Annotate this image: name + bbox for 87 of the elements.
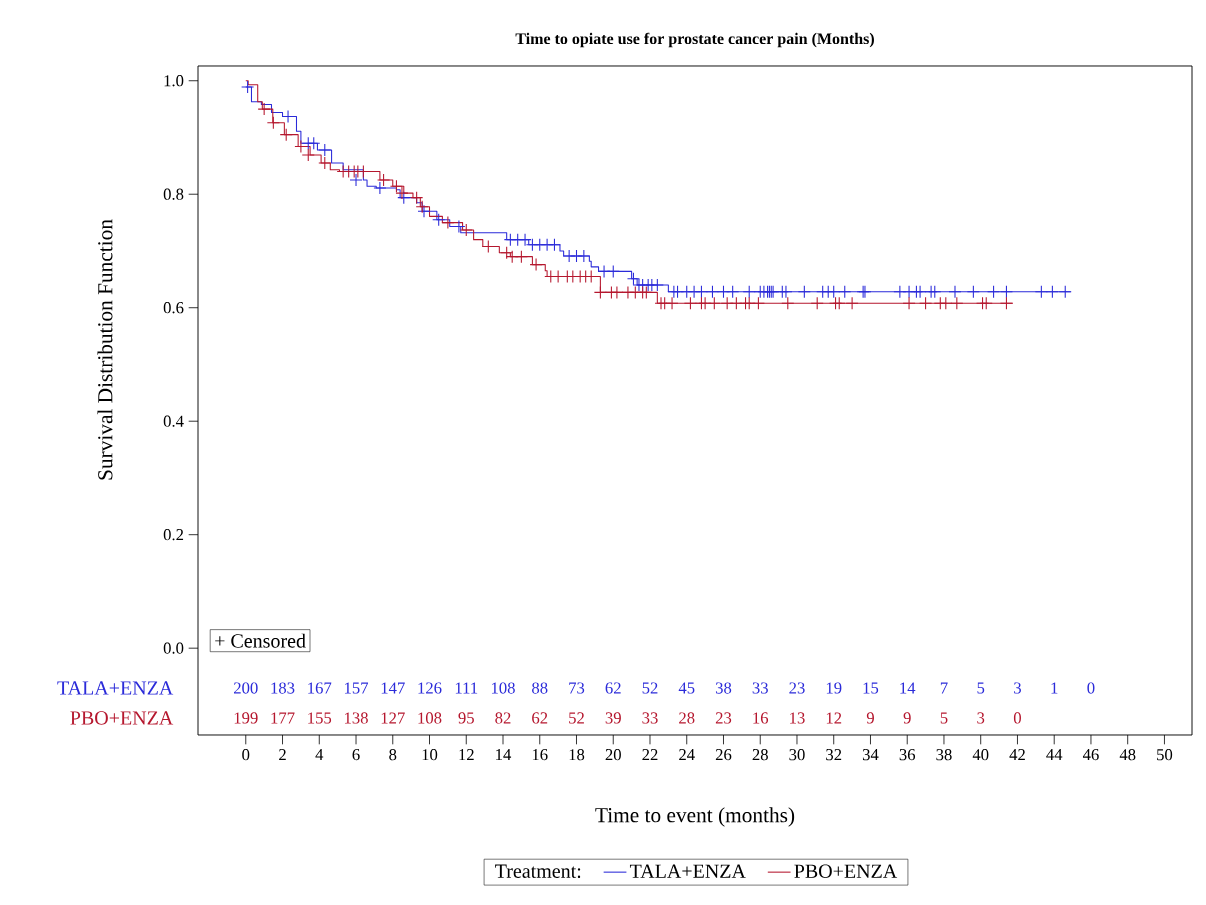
x-tick-label: 12 [459,749,474,761]
x-tick-label: 6 [352,749,360,761]
x-tick-label: 42 [1009,749,1025,761]
x-tick-label: 36 [899,749,916,761]
x-tick-label: 20 [605,749,621,761]
x-tick-label: 2 [279,749,286,761]
x-tick-label: 10 [422,749,438,761]
x-tick-label: 50 [1157,749,1173,761]
legend-label: PBO+ENZA [794,864,898,878]
annotation: 7 [940,682,948,694]
annotation: 199 [234,712,258,724]
annotation: 62 [532,712,548,724]
annotation: 111 [455,682,478,694]
annotation: + Censored [215,633,306,648]
x-tick-label: 34 [862,749,879,761]
annotation: 155 [308,712,332,724]
annotation: 108 [491,682,515,694]
chart-title: Time to opiate use for prostate cancer pain (Months) [515,32,874,48]
y-tick-label: 0.8 [163,188,184,200]
x-tick-label: 14 [496,749,512,761]
x-tick-label: 32 [826,749,842,761]
x-tick-label: 44 [1046,749,1063,761]
annotation: 138 [344,712,368,724]
x-tick-label: 18 [569,749,585,761]
annotation: 19 [826,682,842,694]
x-tick-label: 16 [532,749,548,761]
annotation: 23 [715,712,732,724]
annotation: 13 [790,712,805,724]
annotation: 33 [642,712,658,724]
annotation: 12 [826,712,842,724]
annotation: 82 [495,712,511,724]
annotation: 167 [308,682,332,694]
annotation: 183 [271,682,295,694]
annotation: 15 [863,682,879,694]
annotation: 9 [903,712,911,724]
annotation: 157 [344,682,369,694]
x-tick-label: 28 [752,749,768,761]
text: TALA+ENZA [57,681,174,695]
annotation: 16 [753,712,769,724]
annotation: 1 [1051,682,1058,694]
annotation: 3 [1014,682,1021,694]
y-tick-label: 0.0 [163,642,184,654]
legend-title: Treatment: [495,864,581,878]
x-tick-label: 22 [642,749,658,761]
annotation: 5 [977,682,985,694]
annotation: 88 [532,682,548,694]
annotation: 177 [271,712,295,724]
annotation: 14 [900,682,916,694]
annotation: 28 [679,712,695,724]
y-tick-label: 0.6 [163,302,184,314]
legend-label: TALA+ENZA [629,864,746,878]
annotation: 127 [381,712,405,724]
annotation: 73 [569,682,585,694]
x-tick-label: 8 [389,749,397,761]
annotation: 39 [605,712,621,724]
annotation: 108 [418,712,442,724]
x-tick-label: 48 [1119,749,1136,761]
x-tick-label: 4 [315,749,324,761]
annotation: 200 [234,682,258,694]
annotation: 62 [605,682,621,694]
annotation: 38 [715,682,732,694]
x-tick-label: 24 [679,749,695,761]
annotation: 95 [458,712,474,724]
annotation: 0 [1087,682,1095,694]
x-tick-label: 26 [715,749,732,761]
annotation: 147 [381,682,405,694]
annotation: 52 [642,682,658,694]
y-tick-label: 0.2 [163,529,184,541]
text: PBO+ENZA [70,711,174,725]
x-tick-label: 40 [972,749,989,761]
x-tick-label: 30 [789,749,805,761]
annotation: 23 [789,682,805,694]
annotation: 5 [940,712,948,724]
annotation: 126 [418,682,442,694]
annotation: 45 [678,682,695,694]
y-tick-label: 0.4 [163,415,184,427]
annotation: 52 [569,712,584,724]
y-axis-title: Survival Distribution Function [97,219,113,480]
annotation: 33 [752,682,768,694]
x-axis-title: Time to event (months) [595,807,795,827]
x-tick-label: 0 [242,749,250,761]
annotation: 3 [977,712,985,724]
x-tick-label: 38 [936,749,952,761]
y-tick-label: 1.0 [164,75,184,87]
annotation: 9 [866,712,874,724]
annotation: 0 [1013,712,1021,724]
x-tick-label: 46 [1082,749,1099,761]
